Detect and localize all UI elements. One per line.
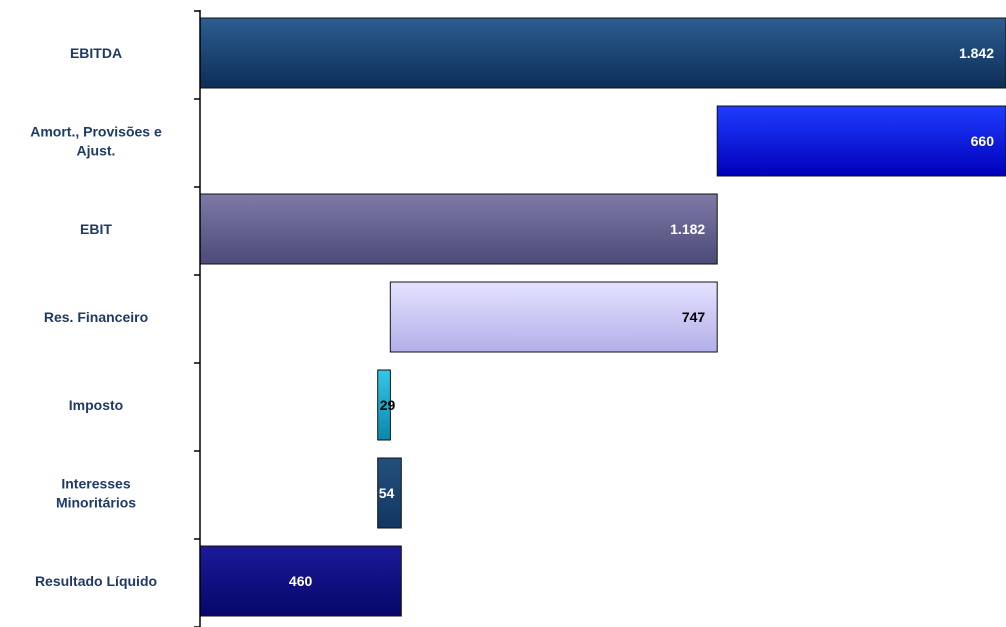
value-label-6: 460 xyxy=(289,573,313,589)
value-label-4: 29 xyxy=(380,397,396,413)
value-labels: 1.842 660 1.182 747 29 54 460 xyxy=(289,45,994,589)
category-axis xyxy=(194,10,201,627)
value-label-5: 54 xyxy=(379,485,395,501)
bar-1 xyxy=(716,105,1006,177)
value-label-2: 1.182 xyxy=(670,221,705,237)
value-label-1: 660 xyxy=(971,133,995,149)
category-label-6: Resultado Líquido xyxy=(35,573,157,589)
value-label-3: 747 xyxy=(682,309,706,325)
category-label-1: Amort., Provisões e Ajust. xyxy=(30,124,162,159)
value-label-0: 1.842 xyxy=(959,45,994,61)
category-label-5: Interesses Minoritários xyxy=(56,476,136,511)
category-label-0: EBITDA xyxy=(70,45,122,61)
bar-5 xyxy=(377,457,402,529)
bar-0 xyxy=(199,17,1006,89)
category-labels: EBITDA Amort., Provisões e Ajust. EBIT Res. … xyxy=(30,45,162,589)
bar-6 xyxy=(199,545,402,617)
category-label-4: Imposto xyxy=(69,397,123,413)
bar-4 xyxy=(377,369,391,441)
bar-3 xyxy=(389,281,718,353)
category-label-2: EBIT xyxy=(80,221,112,237)
bar-2 xyxy=(199,193,718,265)
bars-group xyxy=(199,17,1006,617)
category-label-3: Res. Financeiro xyxy=(44,309,148,325)
